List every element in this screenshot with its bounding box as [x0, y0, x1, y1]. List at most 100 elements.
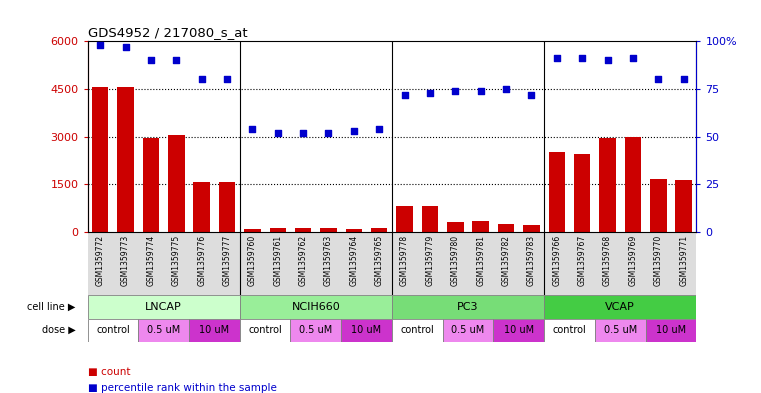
- Text: GSM1359769: GSM1359769: [629, 235, 638, 286]
- Point: [247, 126, 259, 132]
- Bar: [392, 295, 544, 319]
- Text: GSM1359776: GSM1359776: [197, 235, 206, 286]
- Point: [601, 57, 613, 63]
- Point: [576, 55, 588, 62]
- Bar: [650, 180, 667, 232]
- Text: GSM1359774: GSM1359774: [146, 235, 155, 286]
- Point: [170, 57, 183, 63]
- Point: [145, 57, 157, 63]
- Point: [348, 128, 360, 134]
- Text: 10 uM: 10 uM: [199, 325, 229, 335]
- Bar: [498, 224, 514, 232]
- Point: [475, 88, 487, 94]
- Text: 0.5 uM: 0.5 uM: [451, 325, 485, 335]
- Bar: [240, 295, 392, 319]
- Text: GSM1359781: GSM1359781: [476, 235, 486, 286]
- Bar: [193, 182, 210, 232]
- Text: dose ▶: dose ▶: [42, 325, 75, 335]
- Bar: [240, 319, 291, 342]
- Bar: [92, 87, 108, 232]
- Text: LNCAP: LNCAP: [145, 302, 182, 312]
- Text: 10 uM: 10 uM: [656, 325, 686, 335]
- Point: [627, 55, 639, 62]
- Bar: [443, 319, 493, 342]
- Text: GSM1359772: GSM1359772: [96, 235, 105, 286]
- Bar: [549, 152, 565, 232]
- Text: GSM1359775: GSM1359775: [172, 235, 181, 286]
- Text: NCIH660: NCIH660: [291, 302, 340, 312]
- Bar: [422, 206, 438, 232]
- Bar: [645, 319, 696, 342]
- Point: [449, 88, 461, 94]
- Text: control: control: [552, 325, 587, 335]
- Bar: [524, 224, 540, 232]
- Text: GSM1359777: GSM1359777: [222, 235, 231, 286]
- Point: [424, 90, 436, 96]
- Bar: [473, 221, 489, 232]
- Text: GSM1359780: GSM1359780: [451, 235, 460, 286]
- Bar: [396, 206, 413, 232]
- Bar: [143, 138, 159, 232]
- Bar: [88, 319, 139, 342]
- Text: GSM1359773: GSM1359773: [121, 235, 130, 286]
- Text: GSM1359766: GSM1359766: [552, 235, 562, 286]
- Point: [525, 92, 537, 98]
- Text: GSM1359783: GSM1359783: [527, 235, 536, 286]
- Text: ■ percentile rank within the sample: ■ percentile rank within the sample: [88, 383, 276, 393]
- Point: [500, 86, 512, 92]
- Point: [399, 92, 411, 98]
- Text: control: control: [96, 325, 130, 335]
- Bar: [345, 229, 362, 232]
- Point: [221, 76, 233, 83]
- Text: control: control: [400, 325, 435, 335]
- Bar: [269, 228, 286, 232]
- Bar: [320, 228, 337, 232]
- Bar: [291, 319, 341, 342]
- Text: GSM1359761: GSM1359761: [273, 235, 282, 286]
- Text: GDS4952 / 217080_s_at: GDS4952 / 217080_s_at: [88, 26, 247, 39]
- Text: VCAP: VCAP: [605, 302, 635, 312]
- Text: PC3: PC3: [457, 302, 479, 312]
- Point: [652, 76, 664, 83]
- Text: GSM1359782: GSM1359782: [501, 235, 511, 286]
- Point: [196, 76, 208, 83]
- Point: [677, 76, 689, 83]
- Text: GSM1359763: GSM1359763: [324, 235, 333, 286]
- Bar: [88, 295, 240, 319]
- Text: GSM1359771: GSM1359771: [679, 235, 688, 286]
- Bar: [625, 136, 641, 232]
- Point: [272, 130, 284, 136]
- Bar: [295, 228, 311, 232]
- Bar: [139, 319, 189, 342]
- Text: 10 uM: 10 uM: [504, 325, 533, 335]
- Text: 0.5 uM: 0.5 uM: [603, 325, 637, 335]
- Bar: [219, 182, 235, 232]
- Text: control: control: [248, 325, 282, 335]
- Bar: [544, 319, 595, 342]
- Text: GSM1359768: GSM1359768: [603, 235, 612, 286]
- Bar: [117, 87, 134, 232]
- Text: GSM1359760: GSM1359760: [248, 235, 257, 286]
- Point: [119, 44, 132, 50]
- Text: GSM1359767: GSM1359767: [578, 235, 587, 286]
- Text: 10 uM: 10 uM: [352, 325, 381, 335]
- Bar: [447, 222, 463, 232]
- Text: GSM1359778: GSM1359778: [400, 235, 409, 286]
- Bar: [168, 135, 185, 232]
- Point: [373, 126, 385, 132]
- Text: GSM1359779: GSM1359779: [425, 235, 435, 286]
- Bar: [493, 319, 544, 342]
- Text: GSM1359762: GSM1359762: [298, 235, 307, 286]
- Text: 0.5 uM: 0.5 uM: [147, 325, 180, 335]
- Bar: [371, 228, 387, 232]
- Bar: [341, 319, 392, 342]
- Text: GSM1359770: GSM1359770: [654, 235, 663, 286]
- Bar: [574, 154, 591, 232]
- Text: cell line ▶: cell line ▶: [27, 302, 75, 312]
- Bar: [544, 295, 696, 319]
- Text: GSM1359765: GSM1359765: [374, 235, 384, 286]
- Bar: [676, 180, 692, 232]
- Point: [94, 42, 107, 48]
- Point: [551, 55, 563, 62]
- Bar: [392, 319, 443, 342]
